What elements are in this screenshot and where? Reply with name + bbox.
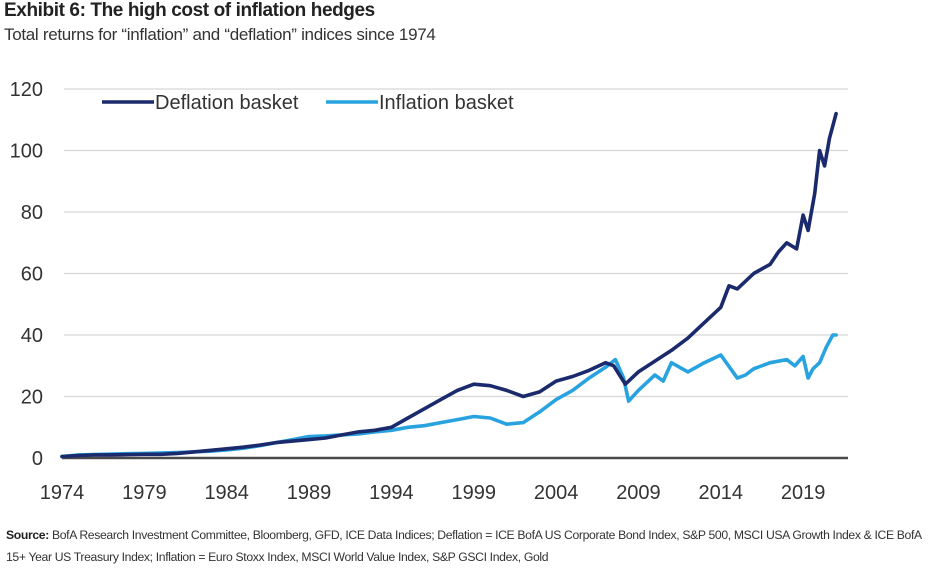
chart-title: Exhibit 6: The high cost of inflation he… [4, 0, 375, 21]
y-tick-label: 120 [10, 79, 43, 101]
x-tick-label: 1989 [287, 482, 332, 504]
y-tick-label: 60 [21, 264, 43, 286]
x-tick-label: 2004 [534, 482, 579, 504]
chart-subtitle: Total returns for “inflation” and “defla… [4, 25, 436, 44]
x-tick-label: 1974 [40, 482, 85, 504]
source-text: BofA Research Investment Committee, Bloo… [6, 528, 922, 564]
y-tick-label: 100 [10, 141, 43, 163]
y-tick-label: 20 [21, 387, 43, 409]
source-label: Source: [6, 528, 49, 542]
chart-area: 0 20 40 60 80 100 120 1974 1979 1984 1989 1994 1999… [10, 79, 848, 504]
series-lines [60, 111, 838, 459]
series-line-deflation-basket [60, 111, 838, 459]
y-tick-label: 40 [21, 325, 43, 347]
legend-item: Deflation basket [102, 92, 299, 114]
gridlines [64, 88, 848, 398]
x-tick-label: 2014 [699, 482, 744, 504]
x-tick-label: 2019 [781, 482, 826, 504]
x-tick-label: 1979 [122, 482, 167, 504]
y-tick-label: 80 [21, 202, 43, 224]
x-tick-label: 1999 [452, 482, 497, 504]
x-tick-label: 1984 [204, 482, 249, 504]
y-tick-label: 0 [32, 448, 43, 470]
x-tick-label: 2009 [616, 482, 661, 504]
legend-item: Inflation basket [326, 92, 514, 114]
source-footnote: Source: BofA Research Investment Committ… [6, 524, 941, 568]
y-axis: 0 20 40 60 80 100 120 [10, 79, 43, 470]
x-axis: 1974 1979 1984 1989 1994 1999 2004 2009 2014 2019 [40, 482, 826, 504]
legend: Deflation basket Inflation basket [102, 92, 514, 114]
x-tick-label: 1994 [369, 482, 414, 504]
legend-label: Deflation basket [155, 92, 299, 114]
legend-label: Inflation basket [379, 92, 514, 114]
